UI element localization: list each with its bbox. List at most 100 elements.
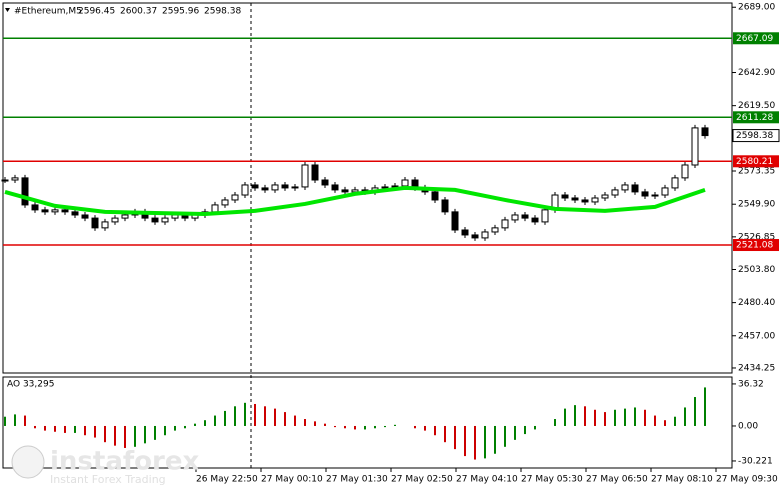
candle	[221, 199, 229, 206]
candle	[701, 127, 709, 137]
y-tick-label: 2526.85	[738, 232, 775, 242]
ao-title: AO 33,295	[7, 380, 54, 390]
watermark: instaforex Instant Forex Trading	[11, 445, 200, 486]
candle	[71, 211, 79, 216]
brand: instaforex	[50, 447, 200, 477]
candle	[591, 197, 599, 203]
candle	[441, 199, 449, 213]
candle	[161, 217, 169, 223]
ao-frame	[2, 376, 733, 469]
candle	[211, 204, 219, 213]
candle	[641, 191, 649, 197]
candle	[91, 217, 99, 229]
ohlc-value: 2598.38	[204, 7, 241, 17]
candle	[601, 194, 609, 199]
ohlc-value: 2600.37	[120, 7, 157, 17]
last-price-box	[732, 129, 780, 143]
candle	[631, 184, 639, 193]
candle	[11, 177, 19, 181]
candle	[121, 214, 129, 219]
candle	[331, 184, 339, 191]
y-tick-label: 2619.50	[738, 101, 775, 111]
candle	[61, 209, 69, 213]
level-label-box	[733, 111, 779, 124]
ohlc-value: 2596.45	[78, 7, 115, 17]
y-tick-label: -30.221	[738, 456, 773, 466]
y-tick-label: 0.00	[738, 421, 758, 431]
y-tick-label: 2434.25	[738, 363, 775, 373]
candle	[231, 194, 239, 201]
candle	[571, 197, 579, 201]
candle	[671, 177, 679, 189]
moving-average	[4, 185, 706, 216]
candle	[291, 186, 299, 189]
candle	[501, 219, 509, 229]
level-label-box	[733, 155, 779, 168]
candle	[611, 189, 619, 196]
candle	[661, 187, 669, 196]
x-tick-label: 27 May 09:30	[716, 475, 778, 485]
candle	[301, 164, 309, 188]
candle	[691, 127, 699, 166]
title-marker	[5, 8, 10, 12]
candle	[81, 214, 89, 219]
candle	[271, 184, 279, 191]
candle	[341, 189, 349, 193]
candle	[651, 194, 659, 197]
x-tick-label: 27 May 04:10	[456, 475, 518, 485]
y-tick-label: 2549.90	[738, 200, 775, 210]
y-tick-label: 2642.90	[738, 68, 775, 78]
candle	[581, 199, 589, 203]
x-tick-label: 27 May 08:10	[651, 475, 713, 485]
last-price-label: 2598.38	[736, 131, 773, 141]
level-label-box	[733, 32, 779, 45]
candle	[251, 184, 259, 189]
candle	[481, 231, 489, 239]
candle	[101, 221, 109, 229]
level-label-box	[733, 239, 779, 252]
candle	[1, 179, 9, 182]
level-label: 2611.28	[736, 113, 773, 123]
level-label: 2521.08	[736, 241, 773, 251]
candle	[151, 217, 159, 223]
candle	[401, 179, 409, 187]
candle	[531, 217, 539, 223]
candle	[381, 186, 389, 189]
candle	[561, 194, 569, 199]
candle	[431, 191, 439, 201]
candle	[171, 214, 179, 219]
candle	[451, 211, 459, 231]
x-tick-label: 26 May 22:50	[196, 475, 258, 485]
x-tick-label: 27 May 01:30	[326, 475, 388, 485]
candle	[461, 229, 469, 236]
candle	[521, 214, 529, 219]
candle	[31, 204, 39, 211]
ohlc-value: 2595.96	[162, 7, 199, 17]
y-tick-label: 2573.35	[738, 167, 775, 177]
chart-title: #Ethereum,M5	[14, 7, 82, 17]
candle	[321, 179, 329, 186]
x-tick-label: 27 May 05:30	[521, 475, 583, 485]
y-tick-label: 2503.80	[738, 265, 775, 275]
candle	[471, 234, 479, 239]
candle	[491, 227, 499, 233]
candle	[681, 164, 689, 179]
candle	[241, 184, 249, 196]
x-tick-label: 27 May 02:50	[391, 475, 453, 485]
candle	[621, 184, 629, 191]
y-tick-label: 2689.00	[738, 3, 775, 13]
candle	[511, 214, 519, 221]
y-tick-label: 36.32	[738, 379, 764, 389]
y-tick-label: 2457.00	[738, 331, 775, 341]
x-tick-label: 27 May 06:50	[586, 475, 648, 485]
candle	[541, 209, 549, 223]
candle	[21, 177, 29, 206]
candle	[41, 209, 49, 213]
candle	[391, 185, 399, 188]
candle	[51, 209, 59, 213]
x-tick-label: 27 May 00:10	[261, 475, 323, 485]
level-label: 2667.09	[736, 34, 773, 44]
candle	[111, 217, 119, 223]
y-tick-label: 2480.40	[738, 298, 775, 308]
